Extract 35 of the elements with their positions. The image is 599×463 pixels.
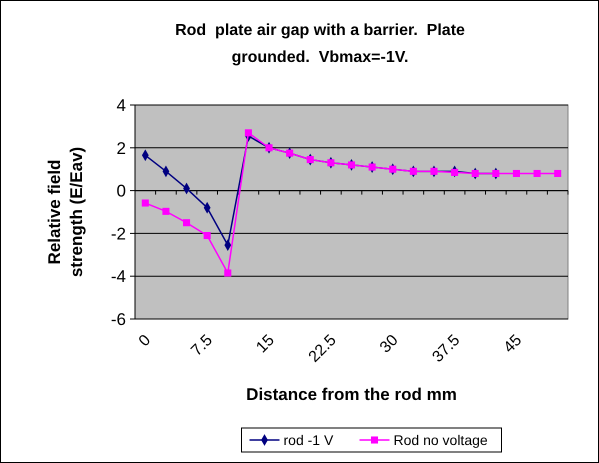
x-tick-label: 30 bbox=[376, 332, 402, 356]
point bbox=[183, 219, 190, 226]
point bbox=[348, 161, 356, 168]
point bbox=[265, 144, 273, 152]
point bbox=[327, 159, 334, 166]
point bbox=[306, 156, 314, 164]
x-axis-title: Distance from the rod mm bbox=[246, 385, 457, 404]
x-tick-label: 0 bbox=[136, 332, 154, 350]
point bbox=[451, 168, 458, 176]
point bbox=[286, 150, 294, 157]
point bbox=[410, 168, 417, 175]
x-tick-label: 15 bbox=[253, 332, 278, 356]
point bbox=[430, 168, 438, 175]
point bbox=[534, 170, 541, 178]
chart-title: Rod plate air gap with a barrier. Plate grounded. Vbmax=-1V. bbox=[175, 22, 466, 66]
point bbox=[554, 170, 562, 178]
y-tick-label: 2 bbox=[116, 138, 126, 158]
point bbox=[389, 166, 396, 173]
point bbox=[204, 232, 211, 240]
y-tick-label: -6 bbox=[110, 310, 126, 329]
legend-label: rod -1 V bbox=[284, 432, 334, 448]
x-tick-label: 45 bbox=[500, 332, 526, 356]
point bbox=[162, 208, 170, 215]
legend-label: Rod no voltage bbox=[394, 432, 488, 448]
point bbox=[368, 164, 376, 171]
point bbox=[244, 129, 252, 136]
y-axis-title: Relative field strength (E/Eav) bbox=[45, 146, 86, 278]
point bbox=[224, 269, 232, 277]
point bbox=[142, 199, 149, 207]
y-tick-label: 4 bbox=[116, 96, 126, 115]
y-tick-label: -4 bbox=[110, 267, 126, 286]
x-tick-label: 7.5 bbox=[188, 332, 216, 360]
y-tick-label: -2 bbox=[110, 224, 126, 244]
point bbox=[512, 170, 520, 178]
y-tick-label: 0 bbox=[116, 182, 126, 201]
